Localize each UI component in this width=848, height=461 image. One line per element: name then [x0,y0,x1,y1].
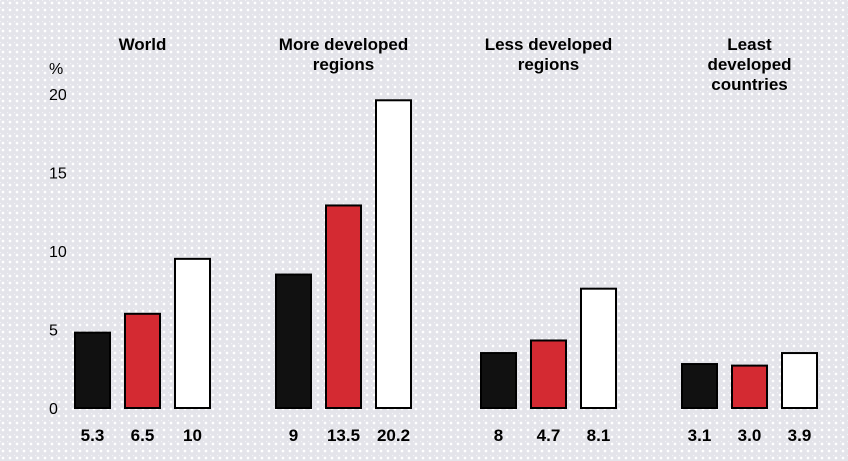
category-label: regions [313,55,374,74]
bar [174,257,211,409]
bar [731,364,768,409]
category-label: countries [711,75,788,94]
data-label: 20.2 [377,426,410,445]
bar [580,287,617,409]
y-axis-unit-label: % [49,61,63,78]
category-label: More developed [279,35,408,54]
data-label: 10 [183,426,202,445]
bar [275,273,312,409]
category-label: developed [707,55,791,74]
data-label: 4.7 [537,426,561,445]
data-label: 3.9 [788,426,812,445]
data-label: 3.0 [738,426,762,445]
data-label: 13.5 [327,426,360,445]
y-tick-label: 15 [49,166,67,183]
bar [375,99,412,409]
data-label: 8.1 [587,426,611,445]
data-label: 3.1 [688,426,712,445]
data-label: 9 [289,426,298,445]
y-tick-label: 20 [49,87,67,104]
bar [325,204,362,409]
bar [530,339,567,409]
bar [480,352,517,409]
data-label: 5.3 [81,426,105,445]
category-label: World [119,35,167,54]
data-label: 6.5 [131,426,155,445]
category-label: Least [727,35,772,54]
y-tick-label: 0 [49,401,58,418]
bar [74,331,111,410]
category-label: Less developed [485,35,613,54]
data-label: 8 [494,426,503,445]
y-tick-label: 10 [49,244,67,261]
category-label: regions [518,55,579,74]
bar [681,363,718,410]
y-tick-label: 5 [49,323,58,340]
bar [124,312,161,409]
bar [781,352,818,409]
